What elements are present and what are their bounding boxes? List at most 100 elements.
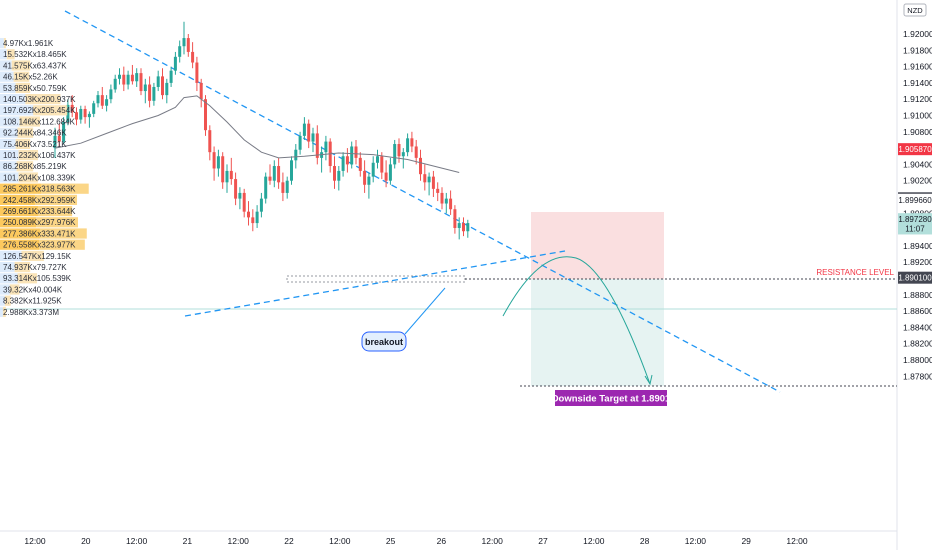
candle [186,34,190,57]
candle [384,160,388,188]
candle-body [169,70,173,83]
candle [199,78,203,108]
currency-badge[interactable] [903,3,927,17]
volume-profile-label: 242.458Kx292.959K [3,196,76,205]
volume-sell-bar [3,38,6,49]
candlesticks [53,21,470,240]
candle [251,209,255,232]
volume-buy-bar [0,116,20,127]
downside-target-badge[interactable] [555,390,667,406]
volume-sell-bar [17,273,38,284]
candle [234,172,238,206]
candle [79,105,83,124]
candle-body [247,211,250,218]
price-tick-label: 1.910000 [903,111,932,121]
candle-body [358,157,362,171]
volume-buy-bar [0,94,26,105]
volume-buy-bar [0,38,4,49]
candle-body [173,56,177,71]
volume-buy-bar [0,284,10,295]
candle-body [337,170,341,181]
volume-sell-bar [15,138,31,149]
volume-profile-row: 93.314Kx105.539K [0,273,72,284]
time-tick-label: 12:00 [24,536,46,546]
candle-body [401,152,405,157]
candle [169,66,173,87]
candle [324,135,328,161]
candle-body [143,84,147,92]
volume-profile-row: 86.268Kx85.219K [0,161,67,172]
price-tick-label: 1.894000 [903,241,932,251]
candle-body [234,179,238,199]
candle-body [161,76,164,96]
price-tick-label: 1.918000 [903,45,932,55]
price-axis-tag: 1.905870 [898,143,932,156]
candle [367,172,371,199]
volume-profile-row: 53.859Kx50.759K [0,82,67,93]
candle [406,133,410,157]
volume-profile-label: 250.089Kx297.976K [3,218,76,227]
candle [444,192,448,214]
candle [333,156,336,189]
candle-body [105,99,109,106]
price-axis-tag: 1.899660 [898,193,932,206]
candle-body [397,144,401,157]
candle [216,149,220,177]
volume-profile-label: 8.382Kx11.925K [3,297,62,306]
candle [285,176,289,199]
volume-buy-bar [0,183,41,194]
volume-profile-label: 74.937Kx79.727K [3,263,67,272]
volume-sell-bar [15,82,31,93]
breakout-callout[interactable] [361,331,407,352]
candle-body [208,130,212,153]
candle-body [307,123,311,142]
price-axis-tag-label: 1.905870 [898,145,932,154]
candle [423,164,427,191]
candle-body [462,223,465,232]
price-tick-label: 1.904000 [903,159,932,169]
candle-body [453,209,457,228]
candle [66,99,70,126]
candle-body [333,166,336,181]
candle [109,84,113,104]
target-zone[interactable] [531,279,664,386]
candle-body [272,166,276,181]
candle [272,160,276,188]
ascending-trendline[interactable] [184,250,566,317]
time-tick-label: 22 [284,536,294,546]
candle-body [268,176,272,181]
candle [255,205,259,228]
volume-profile-label: 277.386Kx333.471K [3,229,76,238]
candle [302,117,306,140]
candle-body [113,78,117,90]
candle [191,42,195,69]
candle-body [376,156,379,163]
price-axis-tag: 1.890100 [898,271,932,284]
price-axis-tag-bg [898,193,932,206]
candle [466,219,470,238]
candle-body [96,95,100,104]
volume-profile-row: 242.458Kx292.959K [0,194,78,205]
candle-body [431,176,435,189]
candle [161,68,164,100]
candle [70,95,74,118]
candle [307,119,311,149]
time-tick-label: 12:00 [228,536,250,546]
time-axis[interactable]: 12:00 20 12:00 21 12:00 22 12:00 25 26 12:00 27 12:… [24,536,808,546]
volume-sell-bar [19,116,40,127]
candle-body [238,192,242,199]
candle [315,125,319,165]
volume-sell-bar [16,161,34,172]
stop-loss-zone[interactable] [531,212,664,279]
candle [96,91,100,108]
projected-path [502,256,651,385]
candle [380,152,384,180]
volume-profile-row: 108.146Kx112.684K [0,116,76,127]
candle-body [62,122,66,142]
price-tick-label: 1.912000 [903,94,932,104]
descending-trendline[interactable] [64,10,781,393]
projected-path-arrowhead [644,374,653,386]
candle-body [298,135,302,150]
candle-body [122,74,126,85]
